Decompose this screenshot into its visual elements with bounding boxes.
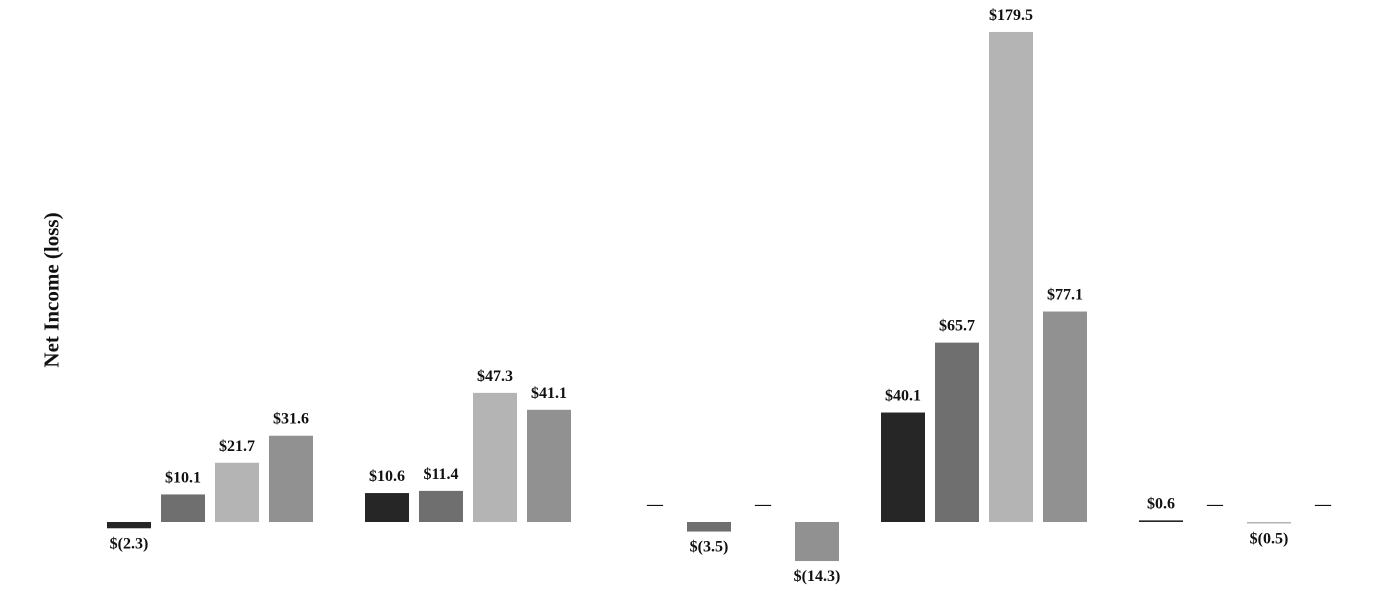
bar	[989, 31, 1033, 523]
data-label: $11.4	[423, 466, 458, 483]
data-label: —	[754, 496, 772, 513]
bar	[935, 342, 979, 522]
data-label: $(2.3)	[110, 535, 149, 552]
bar	[215, 462, 259, 522]
data-label: —	[1314, 496, 1332, 513]
data-label: $(3.5)	[690, 539, 729, 556]
data-label: $179.5	[989, 7, 1033, 24]
bar	[1043, 311, 1087, 522]
bar	[795, 522, 839, 562]
data-label: $65.7	[939, 318, 975, 335]
bar	[687, 522, 731, 532]
data-label: $(14.3)	[794, 568, 841, 585]
bar	[161, 494, 205, 522]
data-label: $10.1	[165, 469, 201, 486]
bar	[419, 490, 463, 522]
bar	[881, 412, 925, 522]
data-label: $41.1	[531, 385, 567, 402]
data-label: $0.6	[1147, 495, 1175, 512]
data-label: $(0.5)	[1250, 531, 1289, 548]
data-label: $47.3	[477, 368, 513, 385]
bar	[473, 392, 517, 522]
data-label: $40.1	[885, 388, 921, 405]
data-label: $10.6	[369, 468, 405, 485]
data-label: —	[646, 496, 664, 513]
bar	[1247, 522, 1291, 524]
bar	[365, 493, 409, 522]
data-label: —	[1206, 496, 1224, 513]
data-label: $77.1	[1047, 287, 1083, 304]
bar	[527, 409, 571, 522]
data-label: $31.6	[273, 411, 309, 428]
bar	[269, 435, 313, 522]
bar	[1139, 520, 1183, 522]
data-label: $21.7	[219, 438, 255, 455]
bar	[107, 522, 151, 529]
